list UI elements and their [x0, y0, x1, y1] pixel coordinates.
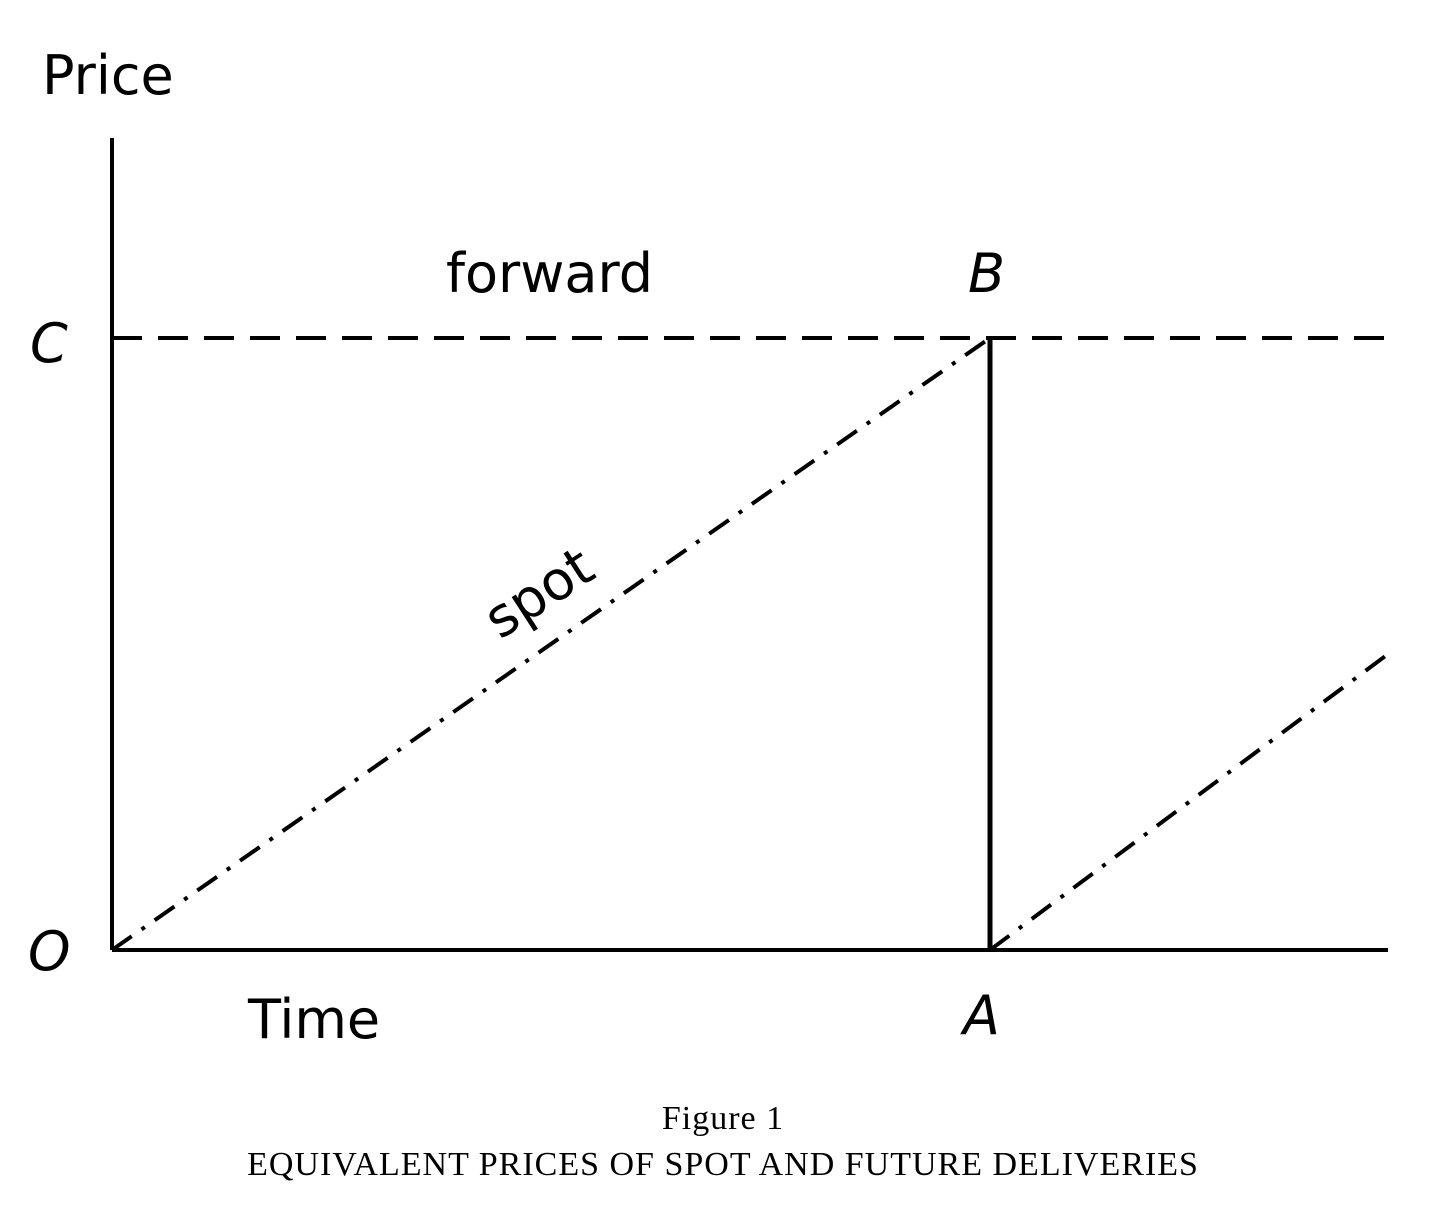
point-label-a: A: [960, 984, 1000, 1047]
point-label-c: C: [30, 312, 68, 375]
spot-line-next: [990, 656, 1385, 950]
x-axis-label: Time: [247, 988, 380, 1051]
axes: [112, 138, 1388, 950]
series-layer: [112, 338, 1385, 950]
y-axis-label: Price: [42, 44, 174, 107]
point-label-origin: O: [28, 920, 71, 983]
figure-number: Figure 1: [0, 1100, 1446, 1138]
forward-label: forward: [446, 242, 653, 305]
figure-title: EQUIVALENT PRICES OF SPOT AND FUTURE DEL…: [0, 1146, 1446, 1184]
point-label-b: B: [968, 242, 1005, 305]
figure-chart: Price Time forward spot C B O A: [0, 0, 1446, 1060]
spot-line: [112, 338, 990, 950]
spot-label: spot: [473, 535, 605, 651]
